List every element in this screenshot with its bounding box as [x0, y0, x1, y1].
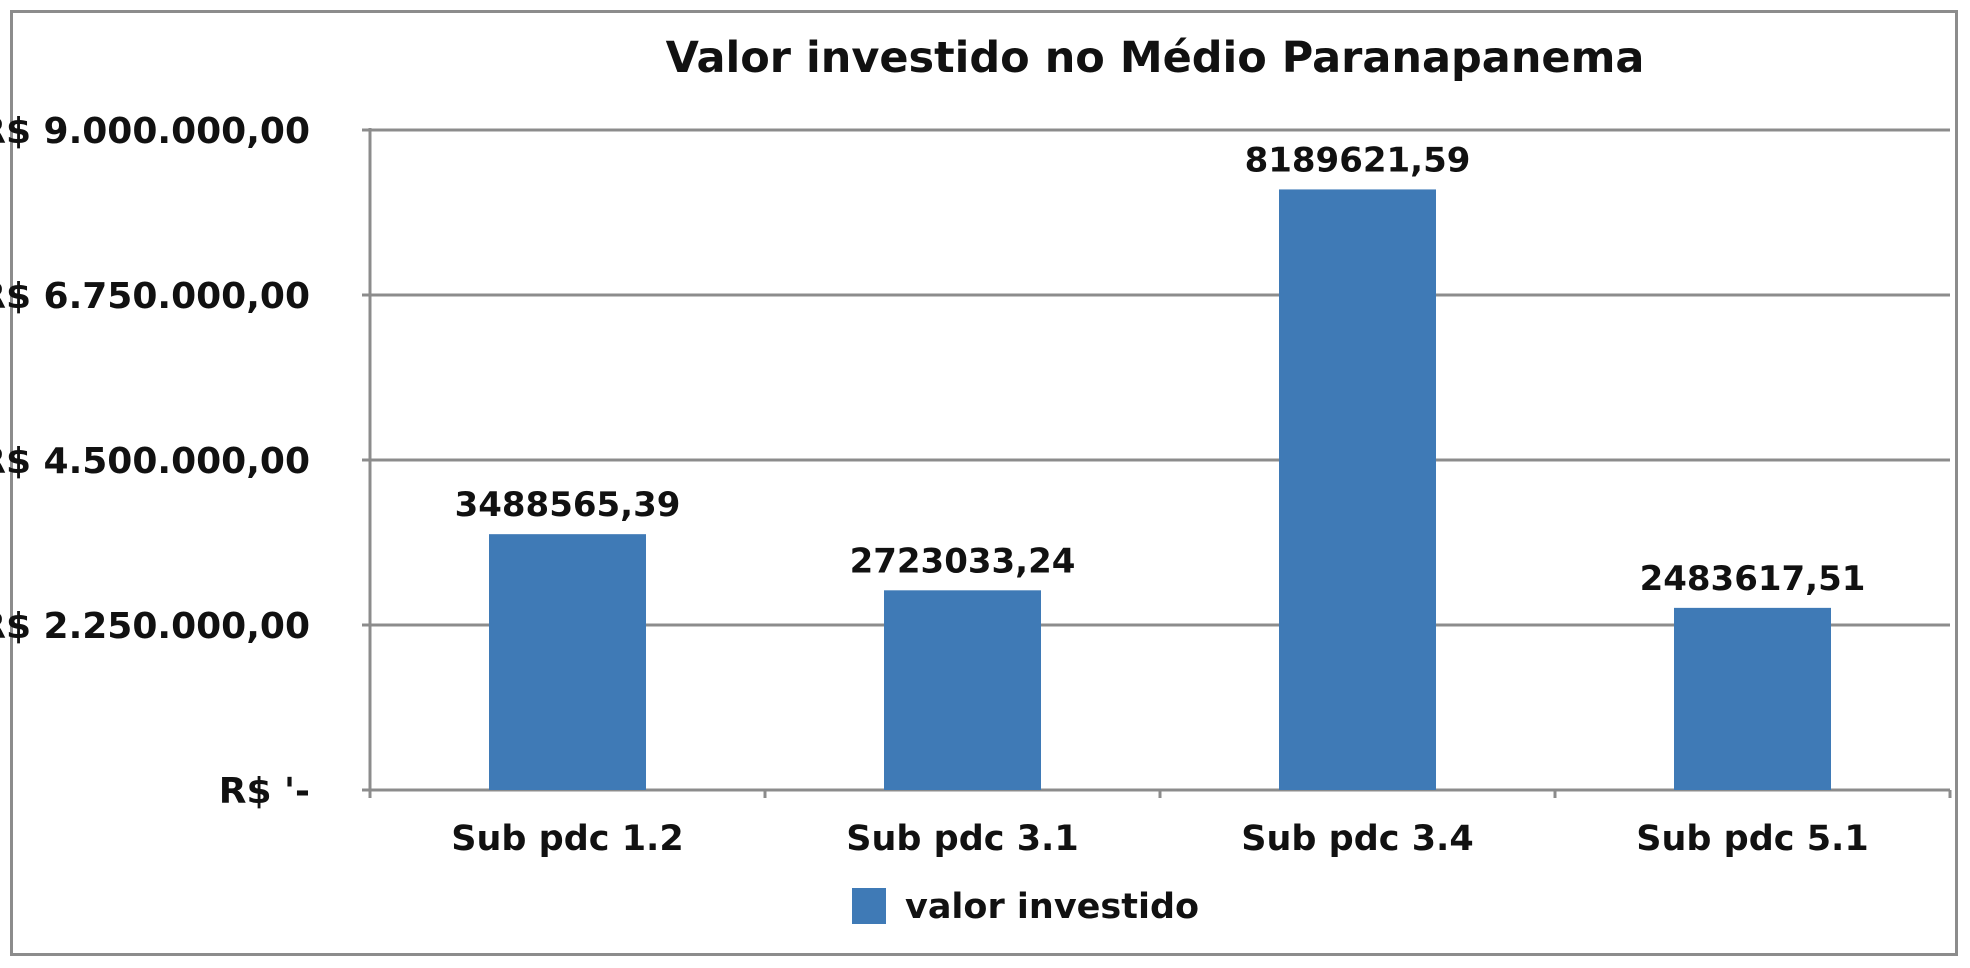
y-tick-labels: R$ '- R$ 2.250.000,00 R$ 4.500.000,00 R$ 6.… — [0, 111, 310, 812]
bars — [489, 189, 1831, 791]
x-tick-label: Sub pdc 3.1 — [846, 819, 1078, 859]
data-label: 8189621,59 — [1245, 140, 1471, 180]
bar-4 — [1674, 607, 1831, 790]
chart-title: Valor investido no Médio Paranapanema — [666, 33, 1645, 83]
data-label: 2483617,51 — [1640, 559, 1866, 599]
data-labels: 3488565,39 2723033,24 8189621,59 2483617,51 — [455, 140, 1866, 598]
data-label: 3488565,39 — [455, 485, 681, 525]
x-tick-label: Sub pdc 1.2 — [451, 819, 683, 859]
data-label: 2723033,24 — [850, 541, 1076, 581]
bar-1 — [489, 534, 646, 790]
bar-3 — [1279, 189, 1436, 791]
bar-2 — [884, 590, 1041, 790]
y-tick-label: R$ 9.000.000,00 — [0, 111, 310, 152]
y-tick-label: R$ 4.500.000,00 — [0, 441, 310, 482]
x-tick-labels: Sub pdc 1.2 Sub pdc 3.1 Sub pdc 3.4 Sub pdc… — [451, 819, 1868, 859]
legend-swatch — [852, 888, 886, 924]
legend-label: valor investido — [905, 887, 1199, 927]
y-tick-label: R$ 2.250.000,00 — [0, 606, 310, 647]
x-tick-label: Sub pdc 5.1 — [1636, 819, 1868, 859]
legend: valor investido — [852, 887, 1199, 927]
y-tick-label: R$ 6.750.000,00 — [0, 276, 310, 317]
x-tick-label: Sub pdc 3.4 — [1241, 819, 1473, 859]
chart-frame — [10, 10, 1958, 956]
y-tick-label: R$ '- — [219, 771, 310, 812]
